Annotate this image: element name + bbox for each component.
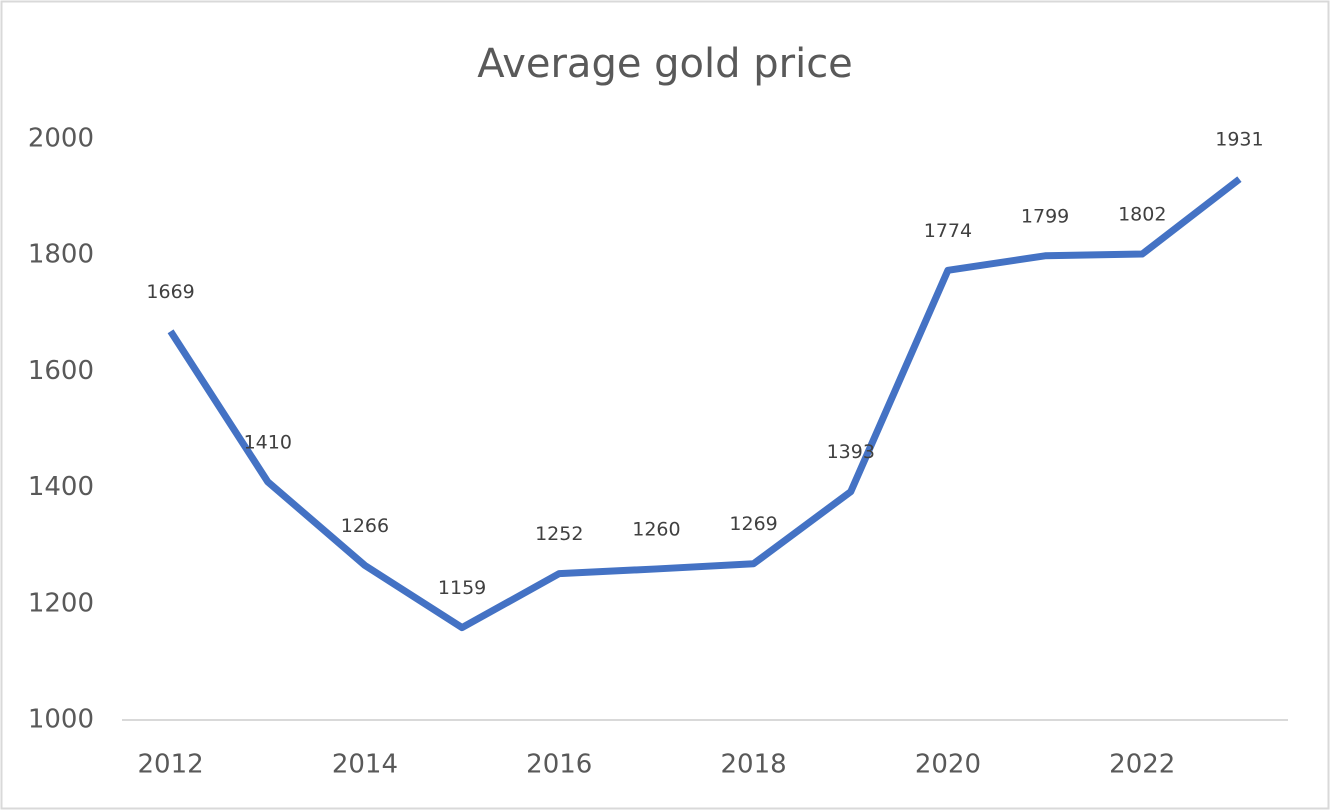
data-label: 1266 [341,515,389,537]
chart-title: Average gold price [477,41,853,87]
y-tick-label: 1600 [28,356,94,386]
y-tick-label: 1800 [28,240,94,270]
data-label: 1931 [1215,129,1263,151]
data-label: 1410 [244,431,292,453]
y-tick-label: 2000 [28,124,94,154]
data-label: 1393 [827,441,875,463]
y-tick-label: 1000 [28,705,94,735]
x-tick-label: 2022 [1109,750,1175,780]
x-tick-label: 2018 [720,750,786,780]
data-label: 1159 [438,577,486,599]
data-label: 1669 [146,281,194,303]
x-tick-label: 2020 [915,750,981,780]
x-tick-label: 2016 [526,750,592,780]
y-tick-label: 1200 [28,588,94,618]
data-label: 1799 [1021,205,1069,227]
x-tick-label: 2014 [332,750,398,780]
data-label: 1802 [1118,204,1166,226]
x-tick-label: 2012 [137,750,203,780]
data-label: 1774 [924,220,972,242]
data-label: 1269 [729,513,777,535]
y-tick-label: 1400 [28,472,94,502]
data-label: 1252 [535,523,583,545]
line [167,176,1242,632]
data-label: 1260 [632,518,680,540]
